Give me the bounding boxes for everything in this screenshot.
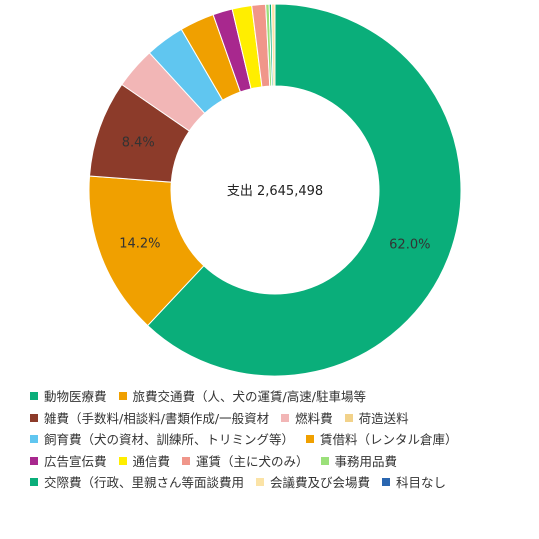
legend-label: 燃料費: [295, 410, 333, 426]
legend-swatch: [320, 456, 329, 465]
legend-item: 動物医療費: [30, 386, 107, 408]
legend-item: 事務用品費: [320, 451, 398, 473]
legend-item: 交際費（行政、里親さん等面談費用: [30, 472, 244, 494]
legend-swatch: [256, 478, 265, 486]
legend-item: 科目なし: [382, 472, 446, 494]
legend-swatch: [306, 435, 315, 443]
legend-item: 賃借料（レンタル倉庫）: [306, 429, 458, 451]
legend-label: 事務用品費: [334, 453, 398, 469]
chart-legend: 動物医療費 旅費交通費（人、犬の運賃/高速/駐車場等雑費（手数料/相談料/書類作成…: [30, 386, 535, 494]
legend-item: 旅費交通費（人、犬の運賃/高速/駐車場等: [118, 386, 366, 408]
legend-label: 広告宣伝費: [44, 453, 107, 469]
slice-data-label-0: 62.0%: [389, 237, 430, 252]
legend-row: 交際費（行政、里親さん等面談費用 会議費及び会場費 科目なし: [30, 472, 535, 494]
legend-swatch: [344, 413, 353, 422]
legend-swatch: [118, 392, 127, 400]
legend-item: 飼育費（犬の資材、訓練所、トリミング等）: [30, 429, 294, 451]
legend-item: 雑費（手数料/相談料/書類作成/一般資材: [30, 408, 269, 430]
legend-swatch: [30, 478, 38, 486]
slice-data-label-1: 14.2%: [119, 237, 160, 252]
legend-row: 広告宣伝費 通信費 運賃（主に犬のみ） 事務用品費: [30, 451, 535, 473]
legend-swatch: [182, 456, 191, 465]
legend-label: 動物医療費: [44, 389, 107, 404]
slice-data-label-2: 8.4%: [122, 136, 155, 151]
legend-swatch: [30, 392, 38, 400]
legend-item: 広告宣伝費: [30, 451, 107, 473]
legend-label: 科目なし: [396, 475, 447, 490]
legend-label: 賃借料（レンタル倉庫）: [320, 432, 458, 447]
legend-item: 会議費及び会場費: [256, 472, 370, 494]
legend-row: 動物医療費 旅費交通費（人、犬の運賃/高速/駐車場等: [30, 386, 535, 408]
legend-swatch: [30, 413, 38, 422]
donut-slice-0: [146, 3, 462, 377]
donut-slice-12: [270, 3, 276, 87]
legend-swatch: [118, 456, 127, 465]
legend-label: 荷造送料: [358, 410, 409, 426]
legend-swatch: [281, 413, 290, 422]
legend-item: 燃料費: [281, 408, 333, 430]
legend-label: 交際費（行政、里親さん等面談費用: [44, 475, 245, 490]
legend-swatch: [382, 478, 391, 486]
legend-label: 運賃（主に犬のみ）: [196, 453, 309, 469]
legend-row: 飼育費（犬の資材、訓練所、トリミング等） 賃借料（レンタル倉庫）: [30, 429, 535, 451]
legend-item: 運賃（主に犬のみ）: [182, 451, 309, 473]
legend-row: 雑費（手数料/相談料/書類作成/一般資材 燃料費 荷造送料: [30, 408, 535, 430]
legend-label: 会議費及び会場費: [270, 475, 371, 490]
legend-item: 通信費: [118, 451, 171, 473]
legend-swatch: [30, 456, 38, 465]
legend-label: 旅費交通費（人、犬の運賃/高速/駐車場等: [132, 389, 366, 404]
donut-chart: 62.0% 14.2% 8.4% 支出 2,645,498: [88, 3, 462, 377]
legend-label: 飼育費（犬の資材、訓練所、トリミング等）: [44, 432, 295, 447]
legend-item: 荷造送料: [344, 408, 409, 430]
center-label: 支出 2,645,498: [227, 184, 323, 199]
legend-swatch: [30, 435, 38, 443]
legend-label: 雑費（手数料/相談料/書類作成/一般資材: [44, 410, 270, 426]
legend-label: 通信費: [132, 453, 171, 469]
